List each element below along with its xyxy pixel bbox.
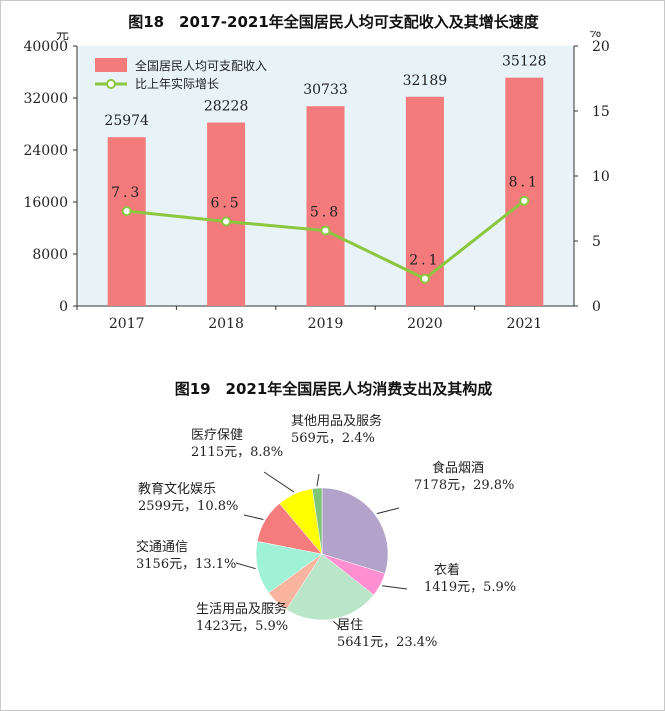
pie-slice-name: 衣着: [434, 562, 460, 578]
pie-slice: [311, 487, 323, 555]
pie-leader-line: [382, 585, 408, 590]
legend-bar-label: 全国居民人均可支配收入: [135, 58, 267, 73]
growth-value-label: 5.8: [310, 205, 341, 221]
pie-slice: [321, 487, 389, 574]
consumption-pie-chart: 食品烟酒 7178元，29.8% 衣着 1419元，5.9% 居住 5641元，23.4%…: [136, 413, 516, 650]
growth-point: [121, 206, 132, 217]
left-tick-label: 40000: [23, 39, 68, 55]
growth-value-label: 7.3: [111, 185, 142, 201]
growth-value-label: 8.1: [509, 175, 540, 191]
left-tick-label: 32000: [23, 91, 68, 107]
growth-point: [320, 225, 331, 236]
pie-slice-name: 教育文化娱乐: [138, 481, 216, 497]
pie-leader-line: [332, 620, 342, 629]
pie-leader-line: [376, 507, 400, 515]
x-tick-label: 2020: [407, 316, 443, 332]
income-bar: [505, 77, 544, 306]
right-tick-label: 10: [592, 169, 610, 185]
x-tick-label: 2018: [208, 316, 244, 332]
x-tick-label: 2019: [308, 316, 344, 332]
pie-leader-line: [263, 471, 295, 493]
pie-slice-name: 交通通信: [136, 539, 188, 555]
income-bar-line-chart: 0 8000 16000 24000 32000 40000 0 5 10 15 20 元 % 25974…: [23, 31, 610, 332]
pie-slice-name: 医疗保健: [191, 428, 243, 443]
pie-slice-value: 7178元，29.8%: [414, 478, 514, 493]
pie-slice-name: 生活用品及服务: [196, 601, 287, 617]
growth-value-label: 6.5: [210, 196, 241, 212]
left-tick-label: 16000: [23, 195, 68, 211]
pie-slice-value: 1419元，5.9%: [424, 580, 516, 595]
left-axis-unit: 元: [56, 31, 69, 43]
right-tick-label: 0: [592, 299, 601, 315]
right-tick-label: 20: [592, 39, 610, 55]
pie-leader-line: [316, 473, 320, 487]
bar-value-label: 28228: [204, 99, 249, 115]
growth-value-label: 2.1: [409, 253, 440, 269]
pie-slice: [255, 541, 323, 594]
pie-slice-value: 2599元，10.8%: [138, 499, 238, 514]
right-tick-label: 15: [592, 104, 610, 120]
pie-slice-value: 1423元，5.9%: [196, 619, 288, 634]
x-tick-label: 2017: [109, 316, 145, 332]
pie-slice-value: 569元，2.4%: [291, 431, 375, 446]
legend-line-label: 比上年实际增长: [135, 76, 219, 91]
income-bar: [207, 122, 246, 306]
income-bar: [107, 137, 146, 306]
bar-value-label: 30733: [303, 82, 348, 98]
pie-slice-name: 居住: [337, 618, 363, 633]
growth-point: [519, 195, 530, 206]
x-tick-label: 2021: [506, 316, 542, 332]
legend-bar-swatch: [95, 58, 127, 72]
left-tick-label: 0: [59, 299, 68, 315]
legend-line-marker: [106, 79, 116, 89]
pie-slice-value: 2115元，8.8%: [191, 445, 283, 460]
fig19-title: 图19 2021年全国居民人均消费支出及其构成: [174, 380, 493, 398]
fig18-title: 图18 2017-2021年全国居民人均可支配收入及其增长速度: [128, 13, 539, 31]
pie-leader-line: [243, 514, 264, 520]
pie-slice: [286, 553, 375, 621]
bar-value-label: 32189: [403, 73, 448, 89]
income-bar: [306, 106, 345, 306]
bar-value-label: 35128: [502, 54, 547, 70]
pie-slice-name: 其他用品及服务: [291, 413, 382, 429]
growth-point: [419, 273, 430, 284]
pie-slice-name: 食品烟酒: [432, 460, 484, 476]
right-axis-unit: %: [589, 31, 601, 41]
pie-leader-line: [235, 562, 256, 570]
growth-point: [221, 216, 232, 227]
left-tick-label: 24000: [23, 143, 68, 159]
bar-value-label: 25974: [104, 113, 149, 129]
pie-slice-value: 3156元，13.1%: [136, 557, 236, 572]
pie-slice-value: 5641元，23.4%: [337, 635, 437, 650]
right-tick-label: 5: [592, 234, 601, 250]
left-tick-label: 8000: [32, 247, 68, 263]
